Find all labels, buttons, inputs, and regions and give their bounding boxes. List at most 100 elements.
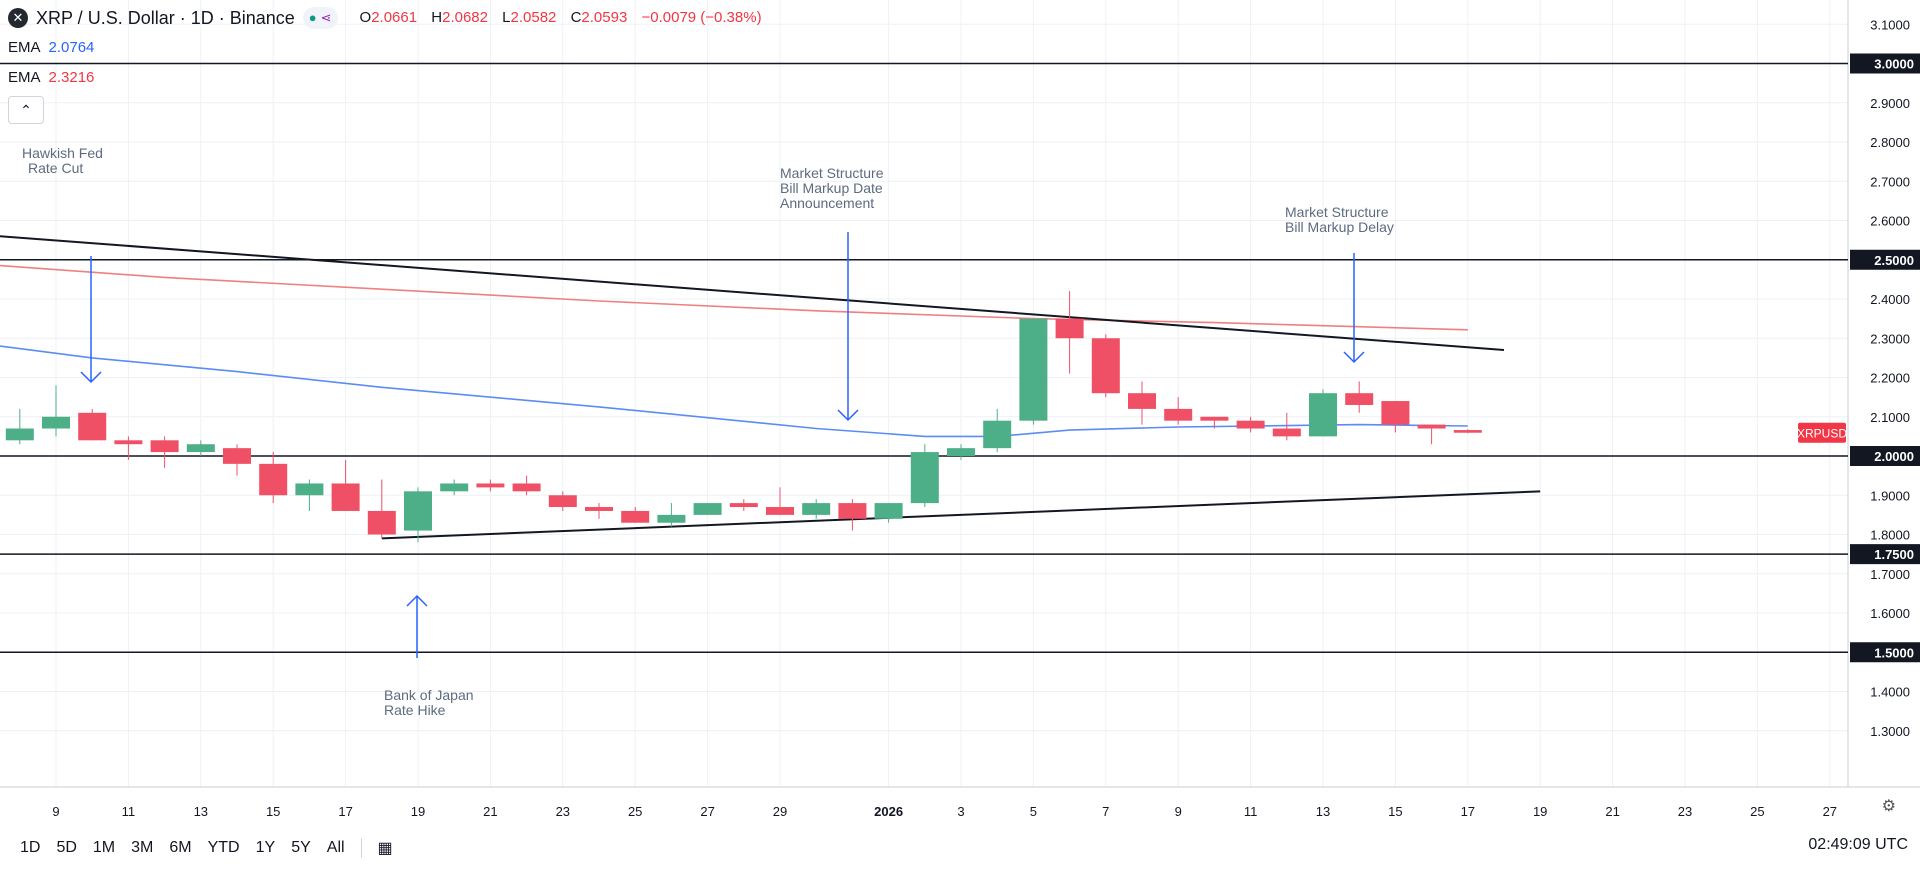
- annotation-line: Hawkish Fed: [22, 145, 103, 161]
- annotation-fed: Hawkish Fed Rate Cut: [22, 146, 103, 176]
- y-tick-label: 1.9000: [1870, 488, 1910, 503]
- candle-body: [440, 483, 469, 492]
- close-key: C: [570, 9, 582, 26]
- indicator-pill[interactable]: ● ⋖: [302, 7, 338, 29]
- annotation-line: Rate Cut: [28, 160, 84, 176]
- tf-1m-button[interactable]: 1M: [92, 839, 116, 856]
- candle-body: [729, 503, 758, 508]
- y-tick-label: 2.0000: [1874, 449, 1914, 464]
- xrp-logo-icon: ✕: [8, 8, 28, 28]
- price-level-badge: [1850, 249, 1920, 270]
- candle-body: [548, 495, 577, 508]
- collapse-legend-button[interactable]: ⌃: [8, 96, 44, 124]
- annotation-line: Announcement: [780, 195, 875, 211]
- candle-body: [1164, 408, 1193, 421]
- candle-body: [367, 510, 396, 535]
- annotation-arrow-msb-date-head: [837, 409, 859, 422]
- y-tick-label: 3.0000: [1874, 57, 1914, 72]
- tf-1d-button[interactable]: 1D: [20, 839, 41, 856]
- tf-ytd-button[interactable]: YTD: [207, 839, 240, 856]
- annotation-boj: Bank of Japan Rate Hike: [384, 688, 474, 718]
- candle-body: [621, 510, 650, 523]
- y-tick-label: 1.5000: [1874, 645, 1914, 660]
- x-tick-label: 17: [338, 804, 352, 819]
- ohlc-values: O2.0661 H2.0682 L2.0582 C2.0593 −0.0079 …: [360, 6, 772, 30]
- symbol-price-label: XRPUSD: [1797, 427, 1847, 441]
- y-tick-label: 1.7000: [1870, 567, 1910, 582]
- candle-body: [42, 416, 70, 429]
- utc-clock[interactable]: 02:49:09 UTC: [1808, 836, 1908, 853]
- tf-1y-button[interactable]: 1Y: [255, 839, 276, 856]
- y-tick-label: 2.7000: [1870, 174, 1910, 189]
- candle-body: [1236, 420, 1265, 429]
- annotation-arrow-msb-delay-head: [1343, 351, 1365, 364]
- x-tick-label: 3: [957, 804, 964, 819]
- annotation-line: Rate Hike: [384, 702, 446, 718]
- symbol-title[interactable]: XRP / U.S. Dollar · 1D · Binance: [36, 8, 295, 28]
- low-value: 2.0582: [510, 9, 557, 26]
- candle-body: [1417, 424, 1446, 429]
- candle-body: [1453, 430, 1482, 433]
- date-range-icon[interactable]: ▦: [377, 840, 393, 857]
- candle-body: [476, 483, 505, 488]
- candle-body: [766, 507, 794, 515]
- y-tick-label: 1.6000: [1870, 606, 1910, 621]
- x-tick-label: 23: [1678, 804, 1692, 819]
- annotation-line: Bill Markup Date: [780, 180, 883, 196]
- x-tick-label: 23: [556, 804, 570, 819]
- trendline: [381, 490, 1541, 540]
- candle-body: [657, 514, 686, 523]
- x-tick-label: 11: [122, 804, 136, 819]
- x-tick-label: 17: [1461, 804, 1475, 819]
- annotation-msb-date: Market Structure Bill Markup Date Announ…: [780, 166, 883, 211]
- x-tick-label: 7: [1102, 804, 1109, 819]
- low-key: L: [502, 9, 511, 26]
- tf-3m-button[interactable]: 3M: [131, 839, 154, 856]
- price-level-badge: [1850, 53, 1920, 74]
- tf-all-button[interactable]: All: [326, 839, 345, 856]
- x-tick-label: 15: [1388, 804, 1402, 819]
- x-tick-label: 25: [1750, 804, 1764, 819]
- annotation-arrow-fed-head: [80, 371, 102, 384]
- axis-settings-icon[interactable]: ⚙: [1881, 798, 1896, 815]
- ema-fast-name: EMA: [8, 39, 41, 56]
- tf-5d-button[interactable]: 5D: [56, 839, 77, 856]
- x-tick-label: 29: [773, 804, 787, 819]
- y-tick-label: 2.9000: [1870, 96, 1910, 111]
- candle-body: [1272, 428, 1301, 437]
- close-value: 2.0593: [581, 9, 628, 26]
- candle-body: [1019, 318, 1048, 421]
- x-tick-label: 21: [483, 804, 497, 819]
- x-tick-label: 27: [1823, 804, 1837, 819]
- candle-body: [5, 428, 34, 441]
- x-tick-label: 9: [52, 804, 59, 819]
- y-tick-label: 2.8000: [1870, 135, 1910, 150]
- y-tick-label: 2.6000: [1870, 214, 1910, 229]
- open-value: 2.0661: [371, 9, 418, 26]
- x-tick-label: 2026: [874, 804, 903, 819]
- symbol-price-tag: [1798, 422, 1846, 443]
- ema-slow-row[interactable]: EMA 2.3216: [8, 66, 772, 90]
- tf-6m-button[interactable]: 6M: [169, 839, 192, 856]
- candle-body: [1345, 393, 1374, 405]
- x-tick-label: 9: [1175, 804, 1182, 819]
- candle-body: [331, 483, 360, 511]
- open-key: O: [359, 9, 372, 26]
- ema-fast-line: [0, 345, 1468, 438]
- y-tick-label: 2.2000: [1870, 371, 1910, 386]
- change-value: −0.0079 (−0.38%): [641, 9, 762, 26]
- ema-slow-value: 2.3216: [48, 69, 95, 86]
- ema-fast-row[interactable]: EMA 2.0764: [8, 36, 772, 60]
- trendline: [0, 235, 1505, 352]
- candle-body: [223, 448, 251, 464]
- tf-5y-button[interactable]: 5Y: [291, 839, 311, 856]
- timeframe-bar: 1D 5D 1M 3M 6M YTD 1Y 5Y All ▦: [0, 828, 1920, 868]
- candle-body: [114, 440, 143, 445]
- divider: [360, 838, 362, 858]
- candle-body: [512, 483, 541, 492]
- candle-body: [1091, 338, 1120, 394]
- ema-slow-line: [0, 264, 1468, 331]
- candle-body: [404, 491, 432, 531]
- candle-body: [78, 412, 107, 441]
